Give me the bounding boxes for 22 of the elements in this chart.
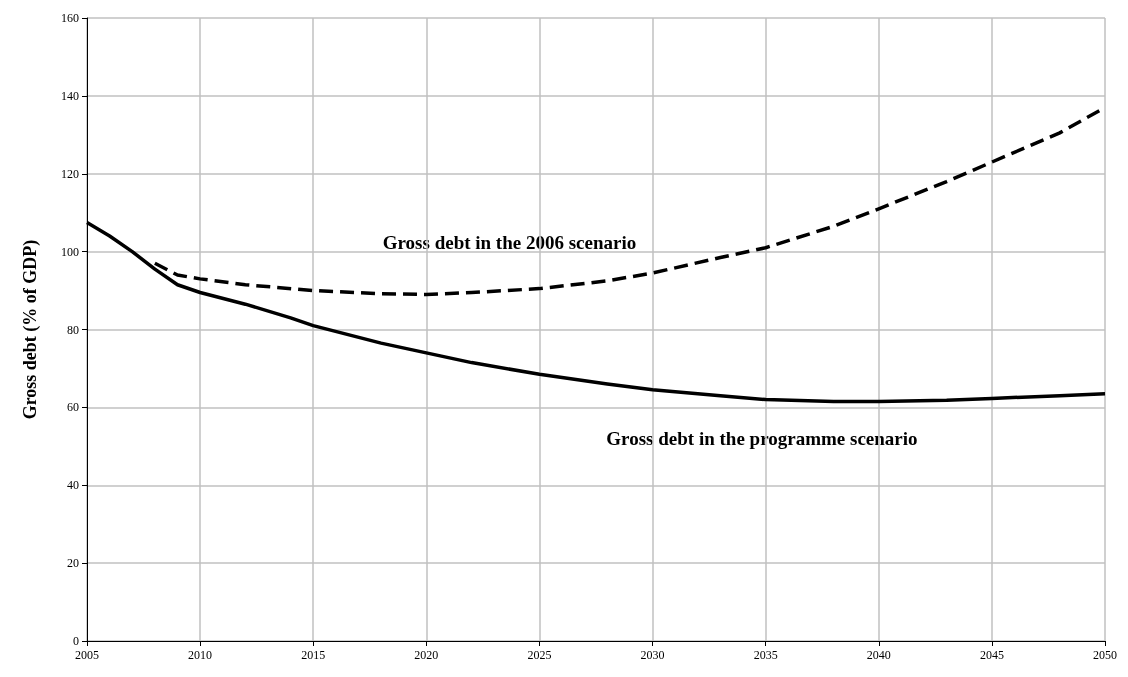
y-tick-label: 160 (61, 11, 79, 25)
x-tick-label: 2040 (866, 648, 891, 662)
x-tick-label: 2050 (1093, 648, 1117, 662)
y-tick-label: 20 (67, 556, 79, 571)
y-tick-label: 100 (61, 244, 79, 259)
x-tick-label: 2015 (301, 648, 326, 662)
x-tick-label: 2020 (414, 648, 439, 662)
series-label: Gross debt in the programme scenario (606, 428, 918, 450)
x-tick-label: 2045 (979, 648, 1004, 662)
x-tick-label: 2030 (640, 648, 665, 662)
x-tick-label: 2025 (527, 648, 552, 662)
x-tick-label: 2005 (75, 648, 99, 662)
y-tick-label: 80 (67, 322, 79, 337)
y-tick-label: 0 (73, 634, 79, 648)
y-tick-label: 60 (67, 400, 79, 415)
y-tick-label: 140 (61, 88, 79, 103)
y-tick-label: 40 (67, 478, 79, 493)
series-label: Gross debt in the 2006 scenario (382, 231, 637, 253)
x-tick-label: 2010 (188, 648, 213, 662)
y-tick-label: 120 (61, 166, 79, 181)
y-axis-title: Gross debt (% of GDP) (20, 239, 41, 420)
x-tick-label: 2035 (753, 648, 778, 662)
